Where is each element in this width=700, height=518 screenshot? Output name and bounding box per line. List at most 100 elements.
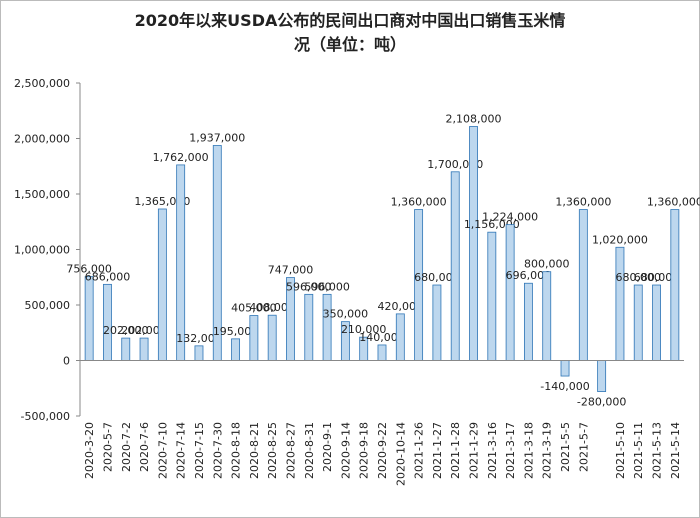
x-tick-label: 2021-3-16 <box>486 422 499 479</box>
x-tick-label: 2020-7-6 <box>138 422 151 472</box>
bar <box>395 313 405 361</box>
bar <box>652 284 661 361</box>
data-label: 1,360,000 <box>391 196 447 209</box>
data-label: 596,000 <box>286 280 332 293</box>
chart-title: 况（单位：吨） <box>294 35 406 54</box>
data-label: 1,360,000 <box>555 196 611 209</box>
x-tick-label: 2020-8-27 <box>284 422 297 479</box>
bar <box>633 284 643 361</box>
bar <box>103 283 112 361</box>
x-tick-label: 2020-5-7 <box>101 422 114 472</box>
x-tick-label: 2020-7-10 <box>156 422 169 479</box>
data-label: 680,000 <box>615 271 661 284</box>
bar <box>542 271 552 361</box>
x-tick-label: 2020-7-14 <box>175 422 188 479</box>
data-label: 210,000 <box>341 323 387 336</box>
data-label: 1,020,000 <box>592 233 648 246</box>
data-label: 596,000 <box>304 280 350 293</box>
data-label: -280,000 <box>577 396 626 409</box>
y-tick-label: 1,000,000 <box>14 244 70 257</box>
bar <box>505 224 515 361</box>
x-tick-label: 2020-7-15 <box>193 422 206 479</box>
x-tick-label: 2020-8-21 <box>248 422 261 479</box>
data-label: 686,000 <box>85 270 131 283</box>
y-tick-label: 2,000,000 <box>14 133 70 146</box>
data-label: 680,000 <box>414 271 460 284</box>
x-tick-label: 2021-3-17 <box>504 422 517 479</box>
data-label: 202,000 <box>121 324 167 337</box>
x-tick-label: 2020-9-14 <box>339 422 352 479</box>
x-tick-label: 2020-9-18 <box>358 422 371 479</box>
bar <box>231 338 241 361</box>
bar <box>249 315 259 361</box>
bar <box>84 276 94 361</box>
bar <box>615 246 625 361</box>
x-tick-label: 2021-5-7 <box>577 422 590 472</box>
bar <box>487 231 497 361</box>
x-tick-label: 2021-1-26 <box>413 422 426 479</box>
data-label: 350,000 <box>323 308 369 321</box>
x-tick-label: 2020-8-31 <box>303 422 316 479</box>
bar <box>157 208 167 361</box>
data-label: 195,000 <box>213 325 259 338</box>
bar <box>377 344 387 361</box>
x-tick-label: 2021-1-28 <box>449 422 462 479</box>
bar <box>304 293 314 361</box>
bar <box>194 345 204 361</box>
x-tick-label: 2021-1-29 <box>468 422 481 479</box>
data-label: 756,000 <box>66 263 112 276</box>
bar <box>597 360 607 392</box>
data-label: 202,000 <box>103 324 149 337</box>
bar <box>121 337 131 361</box>
x-tick-label: 2021-5-13 <box>651 422 664 479</box>
x-tick-label: 2021-5-14 <box>669 422 682 479</box>
y-tick-label: -500,000 <box>21 410 70 423</box>
data-label: 1,937,000 <box>189 131 245 144</box>
x-tick-label: 2020-8-18 <box>230 422 243 479</box>
bar <box>267 314 277 361</box>
y-tick-label: 0 <box>63 355 70 368</box>
x-tick-label: 2020-10-14 <box>394 422 407 486</box>
bar <box>523 282 533 361</box>
data-label: 420,000 <box>378 300 424 313</box>
x-tick-label: 2020-9-1 <box>321 422 334 472</box>
y-tick-label: 500,000 <box>25 299 71 312</box>
bar <box>432 284 442 361</box>
data-label: 132,000 <box>176 332 222 345</box>
x-tick-label: 2020-7-30 <box>211 422 224 479</box>
bar <box>414 209 424 361</box>
data-label: 1,224,000 <box>482 211 538 224</box>
data-label: 2,108,000 <box>446 113 502 126</box>
x-tick-label: 2021-5-11 <box>632 422 645 479</box>
x-tick-label: 2021-3-19 <box>541 422 554 479</box>
data-label: 1,360,000 <box>647 196 700 209</box>
y-tick-label: 2,500,000 <box>14 77 70 90</box>
x-tick-label: 2021-5-5 <box>559 422 572 472</box>
data-label: 408,000 <box>249 301 295 314</box>
x-tick-label: 2020-9-22 <box>376 422 389 479</box>
data-label: 140,000 <box>359 331 405 344</box>
bar <box>139 337 149 361</box>
data-label: 405,000 <box>231 302 277 315</box>
bar <box>450 171 460 361</box>
y-tick-label: 1,500,000 <box>14 188 70 201</box>
chart-title: 2020年以来USDA公布的民间出口商对中国出口销售玉米情 <box>135 11 566 30</box>
data-label: -140,000 <box>540 380 589 393</box>
x-tick-label: 2020-3-20 <box>83 422 96 479</box>
x-tick-label: 2020-8-25 <box>266 422 279 479</box>
data-label: 747,000 <box>268 264 314 277</box>
data-label: 680,000 <box>634 271 680 284</box>
data-label: 696,000 <box>506 269 552 282</box>
bar <box>578 209 588 361</box>
bar <box>670 209 680 361</box>
x-tick-label: 2021-5-10 <box>614 422 627 479</box>
x-tick-label: 2020-7-2 <box>120 422 133 472</box>
data-label: 800,000 <box>524 258 570 271</box>
x-tick-label: 2021-3-18 <box>522 422 535 479</box>
x-tick-label: 2021-1-27 <box>431 422 444 479</box>
data-label: 1,762,000 <box>153 151 209 164</box>
bar <box>560 360 570 377</box>
bar <box>322 293 332 361</box>
bar <box>469 126 478 361</box>
